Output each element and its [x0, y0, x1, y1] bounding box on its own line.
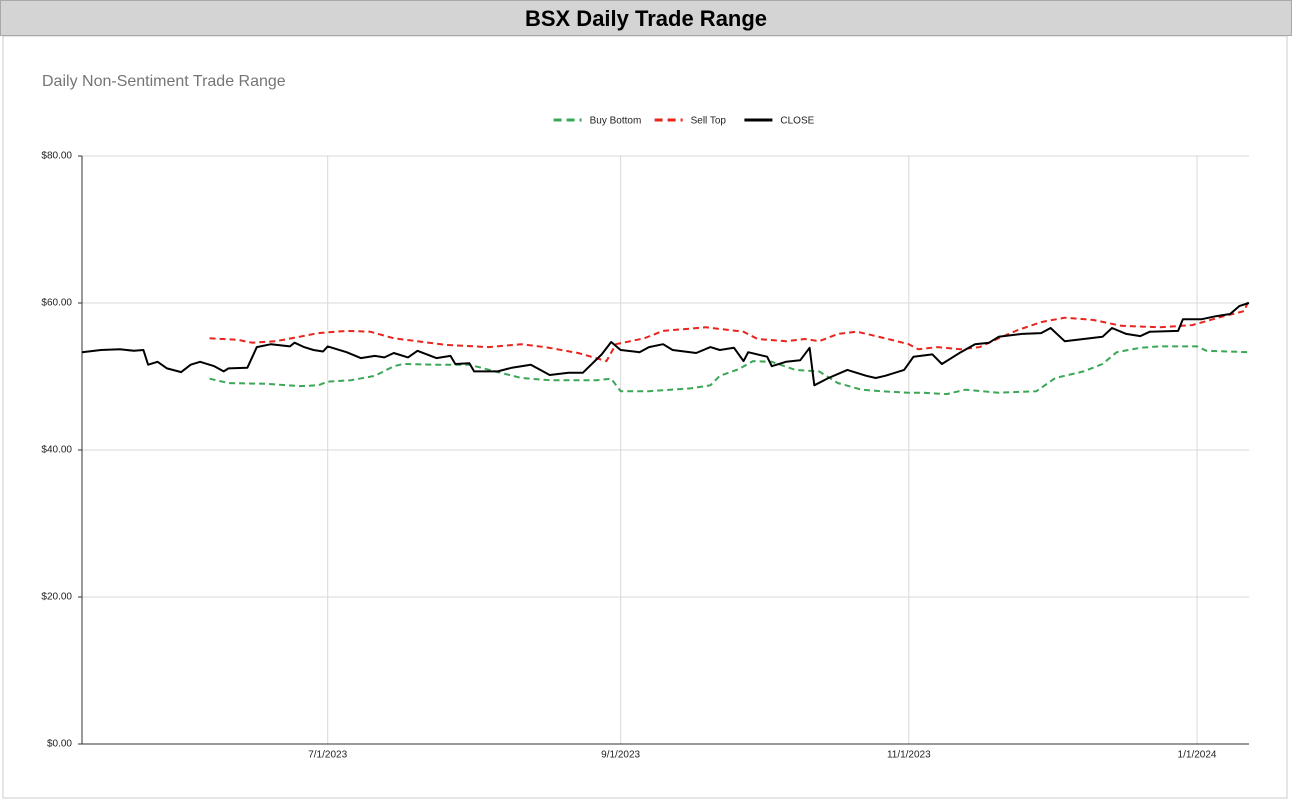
x-tick-label: 11/1/2023: [887, 750, 931, 761]
sheet-title: BSX Daily Trade Range: [0, 0, 1292, 36]
y-tick-label: $60.00: [41, 298, 72, 309]
series-line: [209, 345, 1250, 396]
x-tick-label: 1/1/2024: [1178, 750, 1217, 761]
x-tick-label: 7/1/2023: [308, 750, 347, 761]
y-tick-label: $0.00: [47, 739, 72, 750]
chart-title: Daily Non-Sentiment Trade Range: [42, 73, 286, 90]
legend-label: Buy Bottom: [590, 116, 642, 127]
y-tick-label: $20.00: [41, 592, 72, 603]
chart: Daily Non-Sentiment Trade Range $0.00 $20…: [2, 36, 1288, 799]
y-tick-label: $40.00: [41, 445, 72, 456]
legend-label: CLOSE: [780, 116, 814, 127]
series-line: [81, 302, 1250, 387]
series-line: [209, 298, 1250, 363]
x-tick-label: 9/1/2023: [601, 750, 640, 761]
y-tick-label: $80.00: [41, 151, 72, 162]
legend-label: Sell Top: [691, 116, 727, 127]
chart-frame: [2, 36, 1288, 799]
